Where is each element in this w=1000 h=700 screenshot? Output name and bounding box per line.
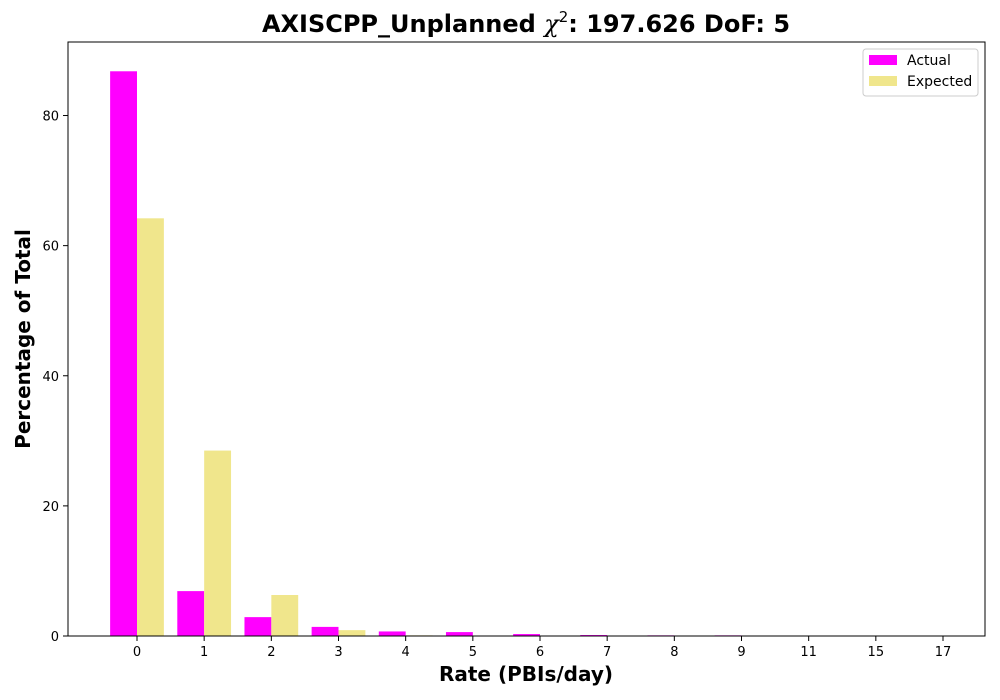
- legend-swatch-actual: [869, 55, 897, 65]
- y-axis-label: Percentage of Total: [11, 229, 35, 449]
- y-tick-label: 20: [42, 500, 59, 515]
- x-tick-label: 11: [800, 645, 817, 660]
- bar-expected-3: [338, 630, 366, 636]
- y-tick-label: 40: [42, 370, 59, 385]
- bar-expected-1: [204, 450, 232, 636]
- legend-swatch-expected: [869, 76, 897, 86]
- bar-actual-6: [513, 634, 540, 636]
- y-axis-ticks: 0 20 40 60 80: [42, 110, 68, 645]
- bar-actual-0: [110, 71, 137, 636]
- x-axis-label: Rate (PBIs/day): [439, 662, 613, 686]
- x-tick-label: 0: [133, 645, 141, 660]
- bar-actual-5: [445, 632, 473, 636]
- x-tick-label: 15: [868, 645, 885, 660]
- x-tick-label: 9: [737, 645, 745, 660]
- title-prefix: AXISCPP_Unplanned: [262, 10, 544, 38]
- legend-label-expected: Expected: [907, 74, 972, 90]
- legend: Actual Expected: [862, 48, 979, 97]
- x-tick-label: 5: [469, 645, 477, 660]
- bar-actual-2: [244, 617, 272, 636]
- bar-expected-0: [137, 218, 164, 636]
- bar-expected-2: [271, 595, 299, 636]
- x-tick-label: 4: [402, 645, 410, 660]
- x-tick-label: 17: [935, 645, 952, 660]
- y-tick-label: 0: [51, 630, 59, 645]
- title-chi-exponent: 2: [559, 8, 569, 26]
- chart-title: AXISCPP_Unplanned χ2: 197.626 DoF: 5: [262, 8, 790, 38]
- x-tick-label: 8: [670, 645, 678, 660]
- x-tick-label: 1: [200, 645, 208, 660]
- x-tick-label: 3: [334, 645, 342, 660]
- x-tick-label: 2: [267, 645, 275, 660]
- x-axis-ticks: 0 1 2 3 4 5 6 7 8 9 11 15 17: [133, 636, 951, 660]
- bar-actual-1: [177, 591, 205, 636]
- x-tick-label: 6: [536, 645, 544, 660]
- legend-label-actual: Actual: [907, 53, 951, 69]
- plot-frame: [67, 41, 986, 637]
- plot-area: [110, 71, 943, 636]
- x-tick-label: 7: [603, 645, 611, 660]
- bar-actual-4: [378, 631, 406, 636]
- title-chi-symbol: χ: [542, 10, 560, 38]
- y-tick-label: 60: [42, 240, 59, 255]
- title-suffix: : 197.626 DoF: 5: [568, 10, 790, 38]
- bar-actual-3: [311, 626, 339, 636]
- y-tick-label: 80: [42, 110, 59, 125]
